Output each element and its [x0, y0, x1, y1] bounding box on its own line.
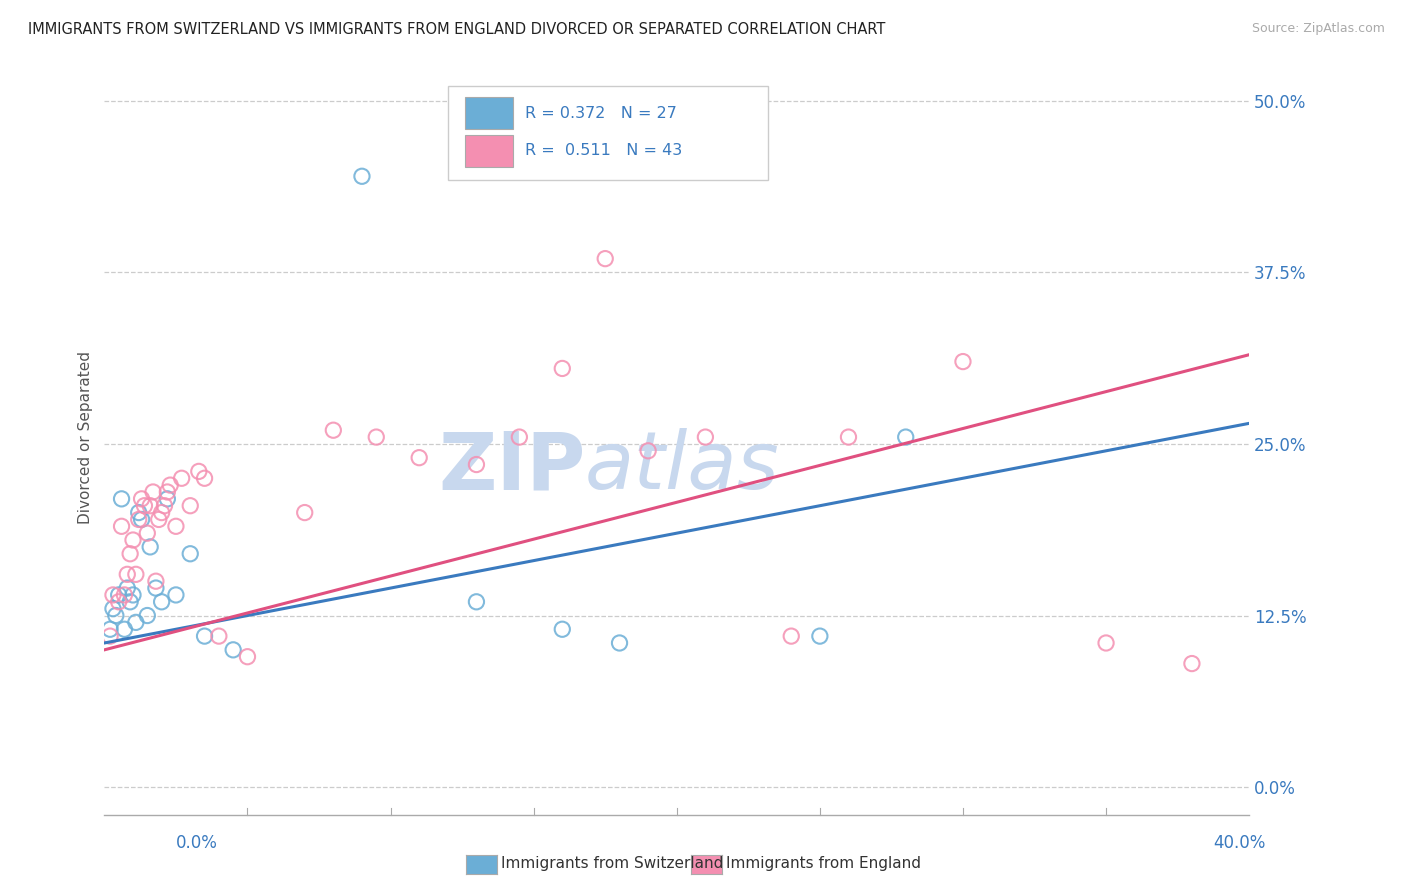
- Point: [187, 464, 209, 478]
- Point: [101, 588, 124, 602]
- Point: [156, 491, 179, 506]
- Text: 40.0%: 40.0%: [1213, 834, 1265, 852]
- FancyBboxPatch shape: [465, 135, 513, 167]
- Point: [1181, 657, 1204, 671]
- Point: [107, 588, 129, 602]
- Point: [222, 643, 245, 657]
- Point: [465, 595, 488, 609]
- Point: [179, 499, 201, 513]
- Point: [165, 519, 187, 533]
- Point: [145, 581, 167, 595]
- Point: [117, 581, 139, 595]
- Point: [142, 485, 165, 500]
- Point: [894, 430, 917, 444]
- FancyBboxPatch shape: [465, 97, 513, 129]
- Point: [122, 588, 145, 602]
- Point: [551, 622, 574, 636]
- Point: [695, 430, 717, 444]
- Point: [551, 361, 574, 376]
- Point: [170, 471, 193, 485]
- Point: [107, 595, 129, 609]
- Point: [156, 485, 179, 500]
- Text: R =  0.511   N = 43: R = 0.511 N = 43: [524, 144, 682, 159]
- Point: [236, 649, 259, 664]
- Point: [101, 601, 124, 615]
- Point: [98, 629, 121, 643]
- Point: [139, 499, 162, 513]
- Point: [150, 506, 173, 520]
- Point: [122, 533, 145, 547]
- Point: [148, 512, 170, 526]
- Point: [609, 636, 631, 650]
- Text: atlas: atlas: [585, 428, 780, 507]
- Text: R = 0.372   N = 27: R = 0.372 N = 27: [524, 106, 676, 120]
- Point: [808, 629, 831, 643]
- Point: [153, 499, 176, 513]
- Point: [110, 491, 132, 506]
- Point: [98, 622, 121, 636]
- FancyBboxPatch shape: [449, 86, 768, 180]
- Point: [159, 478, 181, 492]
- Point: [128, 506, 150, 520]
- Point: [125, 567, 148, 582]
- Point: [110, 519, 132, 533]
- Point: [465, 458, 488, 472]
- Point: [136, 608, 159, 623]
- Text: 0.0%: 0.0%: [176, 834, 218, 852]
- Point: [112, 588, 135, 602]
- Y-axis label: Divorced or Separated: Divorced or Separated: [79, 351, 93, 524]
- Point: [193, 471, 215, 485]
- Point: [952, 354, 974, 368]
- Point: [131, 491, 153, 506]
- Text: IMMIGRANTS FROM SWITZERLAND VS IMMIGRANTS FROM ENGLAND DIVORCED OR SEPARATED COR: IMMIGRANTS FROM SWITZERLAND VS IMMIGRANT…: [28, 22, 886, 37]
- Point: [294, 506, 316, 520]
- Point: [120, 547, 142, 561]
- Point: [134, 499, 156, 513]
- Point: [150, 595, 173, 609]
- Point: [350, 169, 373, 184]
- Point: [165, 588, 187, 602]
- Point: [112, 622, 135, 636]
- Point: [145, 574, 167, 589]
- Point: [508, 430, 530, 444]
- Point: [322, 423, 344, 437]
- Point: [208, 629, 231, 643]
- Point: [593, 252, 616, 266]
- Point: [120, 595, 142, 609]
- Point: [366, 430, 388, 444]
- Point: [136, 526, 159, 541]
- Point: [637, 443, 659, 458]
- Point: [837, 430, 859, 444]
- Point: [179, 547, 201, 561]
- Point: [128, 512, 150, 526]
- Point: [780, 629, 803, 643]
- Point: [193, 629, 215, 643]
- Point: [104, 608, 127, 623]
- Point: [131, 512, 153, 526]
- Point: [139, 540, 162, 554]
- Text: Source: ZipAtlas.com: Source: ZipAtlas.com: [1251, 22, 1385, 36]
- Text: Immigrants from Switzerland: Immigrants from Switzerland: [501, 856, 724, 871]
- Point: [117, 567, 139, 582]
- Point: [1095, 636, 1118, 650]
- Text: Immigrants from England: Immigrants from England: [725, 856, 921, 871]
- Point: [125, 615, 148, 630]
- Text: ZIP: ZIP: [437, 428, 585, 507]
- Point: [408, 450, 430, 465]
